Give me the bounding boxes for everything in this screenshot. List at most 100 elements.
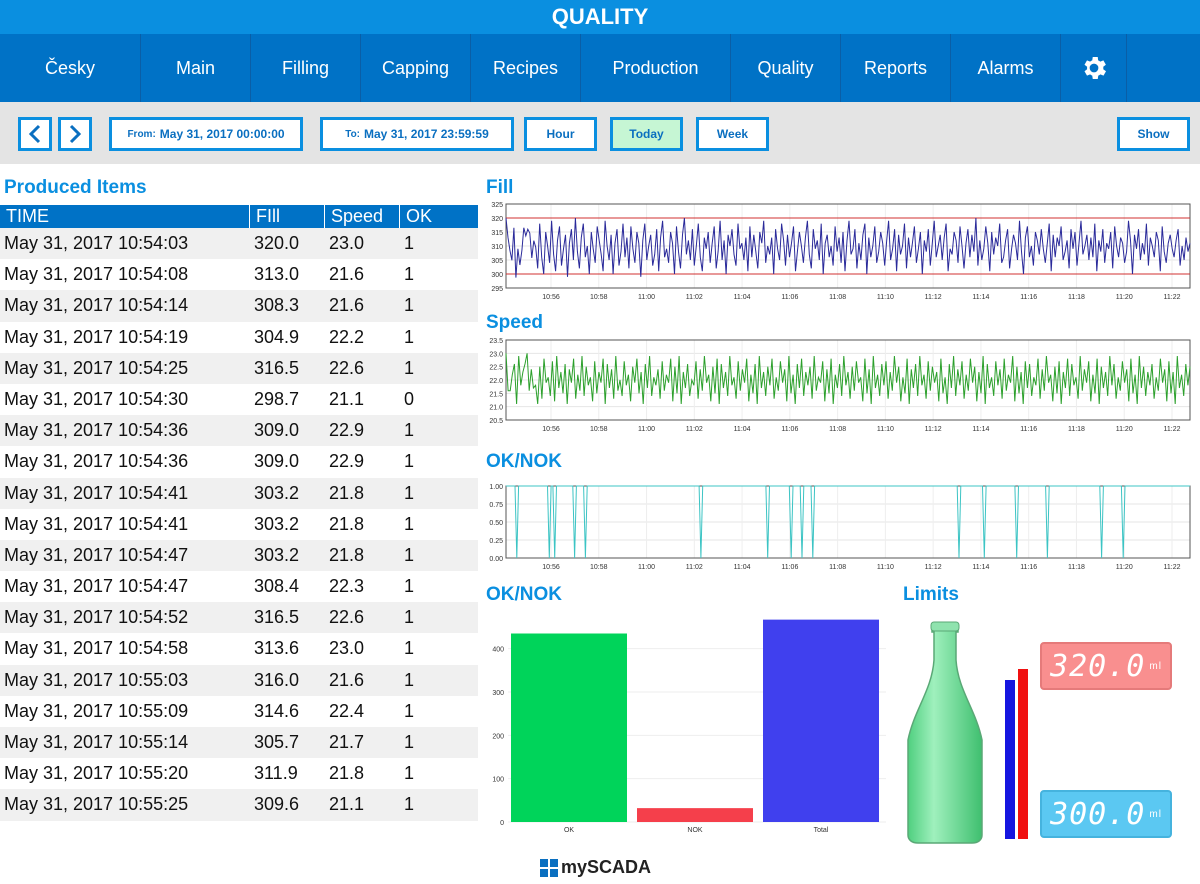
cell-ok: 1 — [404, 700, 415, 721]
x-tick-label: 11:14 — [972, 564, 989, 571]
x-tick-label: 11:02 — [686, 564, 703, 571]
y-tick-label: 22.5 — [489, 365, 503, 372]
cell-ok: 1 — [404, 794, 415, 815]
y-tick-label: 23.0 — [489, 351, 503, 358]
nav-item-quality[interactable]: Quality — [731, 34, 841, 102]
x-tick-label: 11:00 — [638, 564, 655, 571]
chevron-left-icon — [28, 124, 41, 144]
lower-limit-display: 300.0 ml — [1040, 790, 1172, 838]
nav-item-main[interactable]: Main — [141, 34, 251, 102]
x-tick-label: 11:16 — [1020, 564, 1037, 571]
cell-fill: 303.2 — [254, 513, 300, 534]
x-tick-label: 10:58 — [590, 426, 608, 433]
cell-fill: 313.6 — [254, 638, 300, 659]
y-tick-label: 320 — [491, 216, 503, 223]
cell-ok: 1 — [404, 326, 415, 347]
nav-item-production[interactable]: Production — [581, 34, 731, 102]
x-tick-label: OK — [564, 827, 574, 834]
y-tick-label: 200 — [492, 733, 504, 740]
cell-time: May 31, 2017 10:55:25 — [4, 794, 189, 815]
cell-speed: 22.3 — [329, 576, 365, 597]
limits-title: Limits — [903, 584, 959, 605]
cell-ok: 1 — [404, 420, 415, 441]
y-tick-label: 100 — [492, 777, 504, 784]
y-tick-label: 22.0 — [489, 378, 503, 385]
x-tick-label: 11:20 — [1116, 426, 1133, 433]
table-row: May 31, 2017 10:55:25 309.6 21.1 1 — [0, 789, 478, 821]
cell-time: May 31, 2017 10:55:03 — [4, 669, 189, 690]
cell-ok: 1 — [404, 357, 415, 378]
speed-chart: 20.5 21.0 21.5 22.0 22.5 23.0 23.5 10:56 10:58 11… — [489, 338, 1191, 433]
nav-item-filling[interactable]: Filling — [251, 34, 361, 102]
cell-fill: 303.2 — [254, 544, 300, 565]
table-row: May 31, 2017 10:54:47 308.4 22.3 1 — [0, 571, 478, 602]
fill-chart-title: Fill — [486, 177, 514, 198]
date-toolbar: From: May 31, 2017 00:00:00 To: May 31, … — [0, 102, 1200, 164]
x-tick-label: 11:08 — [829, 564, 846, 571]
cell-speed: 22.4 — [329, 700, 365, 721]
hour-button[interactable]: Hour — [524, 117, 597, 151]
x-tick-label: 11:14 — [972, 426, 989, 433]
x-tick-label: 11:22 — [1164, 294, 1181, 301]
col-ok: OK — [406, 206, 433, 226]
fill-chart: 295 300 305 310 315 320 325 10:56 10:58 11:00 11:0… — [491, 202, 1191, 301]
oknok-bar-chart: 0 100 200 300 400 OK NOK Total — [492, 619, 886, 834]
x-tick-label: 11:16 — [1020, 294, 1037, 301]
lower-limit-unit: ml — [1149, 808, 1162, 820]
cell-ok: 1 — [404, 513, 415, 534]
today-button[interactable]: Today — [610, 117, 683, 151]
x-tick-label: 11:00 — [638, 426, 655, 433]
cell-fill: 314.6 — [254, 700, 300, 721]
from-label: From: — [127, 128, 156, 140]
gear-icon — [1084, 57, 1106, 79]
cell-speed: 21.1 — [329, 388, 365, 409]
nav-item-cesky[interactable]: Česky — [0, 34, 141, 102]
nav-item-recipes[interactable]: Recipes — [471, 34, 581, 102]
x-tick-label: 11:18 — [1068, 564, 1085, 571]
table-row: May 31, 2017 10:54:30 298.7 21.1 0 — [0, 384, 478, 415]
nav-item-capping[interactable]: Capping — [361, 34, 471, 102]
x-tick-label: 11:16 — [1020, 426, 1037, 433]
cell-ok: 1 — [404, 233, 415, 253]
prev-period-button[interactable] — [18, 117, 52, 151]
y-tick-label: 20.5 — [489, 418, 503, 425]
table-row: May 31, 2017 10:54:19 304.9 22.2 1 — [0, 322, 478, 353]
nav-item-alarms[interactable]: Alarms — [951, 34, 1061, 102]
cell-fill: 308.3 — [254, 295, 300, 316]
y-tick-label: 325 — [491, 202, 503, 209]
cell-time: May 31, 2017 10:54:36 — [4, 451, 189, 472]
week-button[interactable]: Week — [696, 117, 769, 151]
series-line — [506, 485, 1190, 559]
show-button[interactable]: Show — [1117, 117, 1190, 151]
x-tick-label: 11:22 — [1164, 564, 1181, 571]
cell-ok: 0 — [404, 388, 415, 409]
y-tick-label: 295 — [491, 286, 503, 293]
cell-ok: 1 — [404, 669, 415, 690]
x-tick-label: 11:10 — [877, 294, 894, 301]
next-period-button[interactable] — [58, 117, 92, 151]
x-tick-label: 11:08 — [829, 426, 846, 433]
cell-time: May 31, 2017 10:54:41 — [4, 513, 189, 534]
myscada-logo-icon — [540, 858, 558, 877]
to-date-field[interactable]: To: May 31, 2017 23:59:59 — [320, 117, 514, 151]
x-tick-label: 10:56 — [542, 294, 560, 301]
cell-speed: 21.6 — [329, 295, 365, 316]
y-tick-label: 23.5 — [489, 338, 503, 345]
from-date-field[interactable]: From: May 31, 2017 00:00:00 — [109, 117, 303, 151]
cell-fill: 309.0 — [254, 451, 300, 472]
x-tick-label: 11:00 — [638, 294, 655, 301]
x-tick-label: 11:20 — [1116, 564, 1133, 571]
x-tick-label: 11:12 — [925, 564, 942, 571]
oknok-line-chart: 0.00 0.25 0.50 0.75 1.00 10:56 10:58 11:00 11:02… — [489, 484, 1191, 571]
x-tick-label: Total — [814, 827, 829, 834]
settings-button[interactable] — [1061, 34, 1127, 102]
table-header: TIME FIll Speed OK — [0, 205, 478, 228]
cell-ok: 1 — [404, 576, 415, 597]
cell-time: May 31, 2017 10:54:14 — [4, 295, 189, 316]
main-nav: Česky Main Filling Capping Recipes Produ… — [0, 34, 1200, 102]
nav-item-reports[interactable]: Reports — [841, 34, 951, 102]
upper-limit-display: 320.0 ml — [1040, 642, 1172, 690]
cell-fill: 316.5 — [254, 607, 300, 628]
from-value: May 31, 2017 00:00:00 — [159, 127, 285, 141]
x-tick-label: 11:12 — [925, 426, 942, 433]
